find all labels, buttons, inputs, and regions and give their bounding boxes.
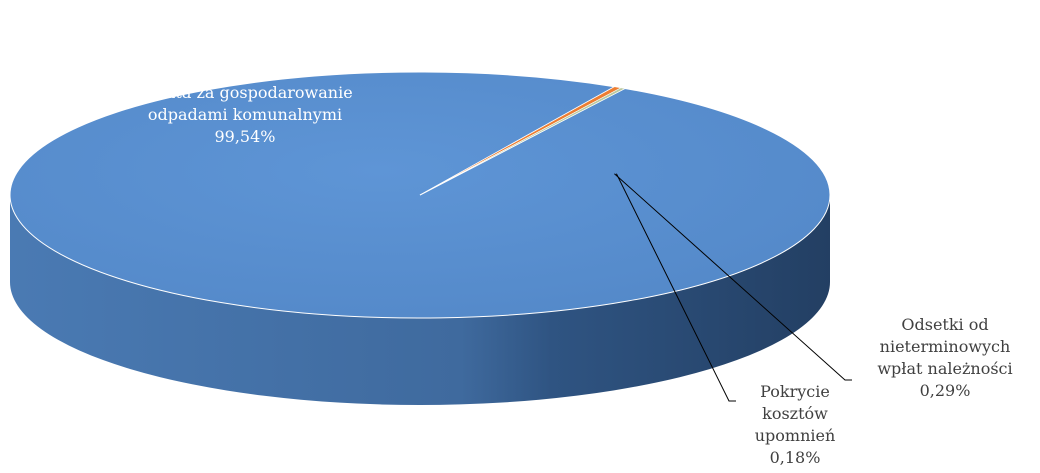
slice-label-2: Pokrycie kosztów upomnień 0,18% [755,382,836,467]
pie-side-wall [10,195,830,405]
slice-label-0-line-1: odpadami komunalnymi [148,105,342,124]
slice-label-2-line-2: upomnień [755,426,836,445]
slice-label-1: Odsetki od nieterminowych wpłat należności… [877,315,1012,400]
slice-label-2-line-0: Pokrycie [760,382,830,401]
slice-label-1-line-3: 0,29% [920,381,971,400]
pie-slice-2 [419,87,626,196]
pie-layer [9,71,831,405]
leader-line-1 [614,173,852,381]
slice-label-0-line-2: 99,54% [214,127,275,146]
slice-label-1-line-1: nieterminowych [880,337,1011,356]
slice-label-0: Opłata za gospodarowanie odpadami komunal… [137,83,352,146]
slice-label-2-line-1: kosztów [762,404,828,423]
slice-label-1-line-2: wpłat należności [877,359,1012,378]
slice-label-0-line-0: Opłata za gospodarowanie [137,83,352,102]
leader-line-2 [615,173,736,402]
label-layer: Opłata za gospodarowanie odpadami komunal… [137,83,1012,467]
pie-slice-0 [9,71,831,319]
slice-label-1-line-0: Odsetki od [901,315,988,334]
slice-label-2-line-3: 0,18% [770,448,821,467]
